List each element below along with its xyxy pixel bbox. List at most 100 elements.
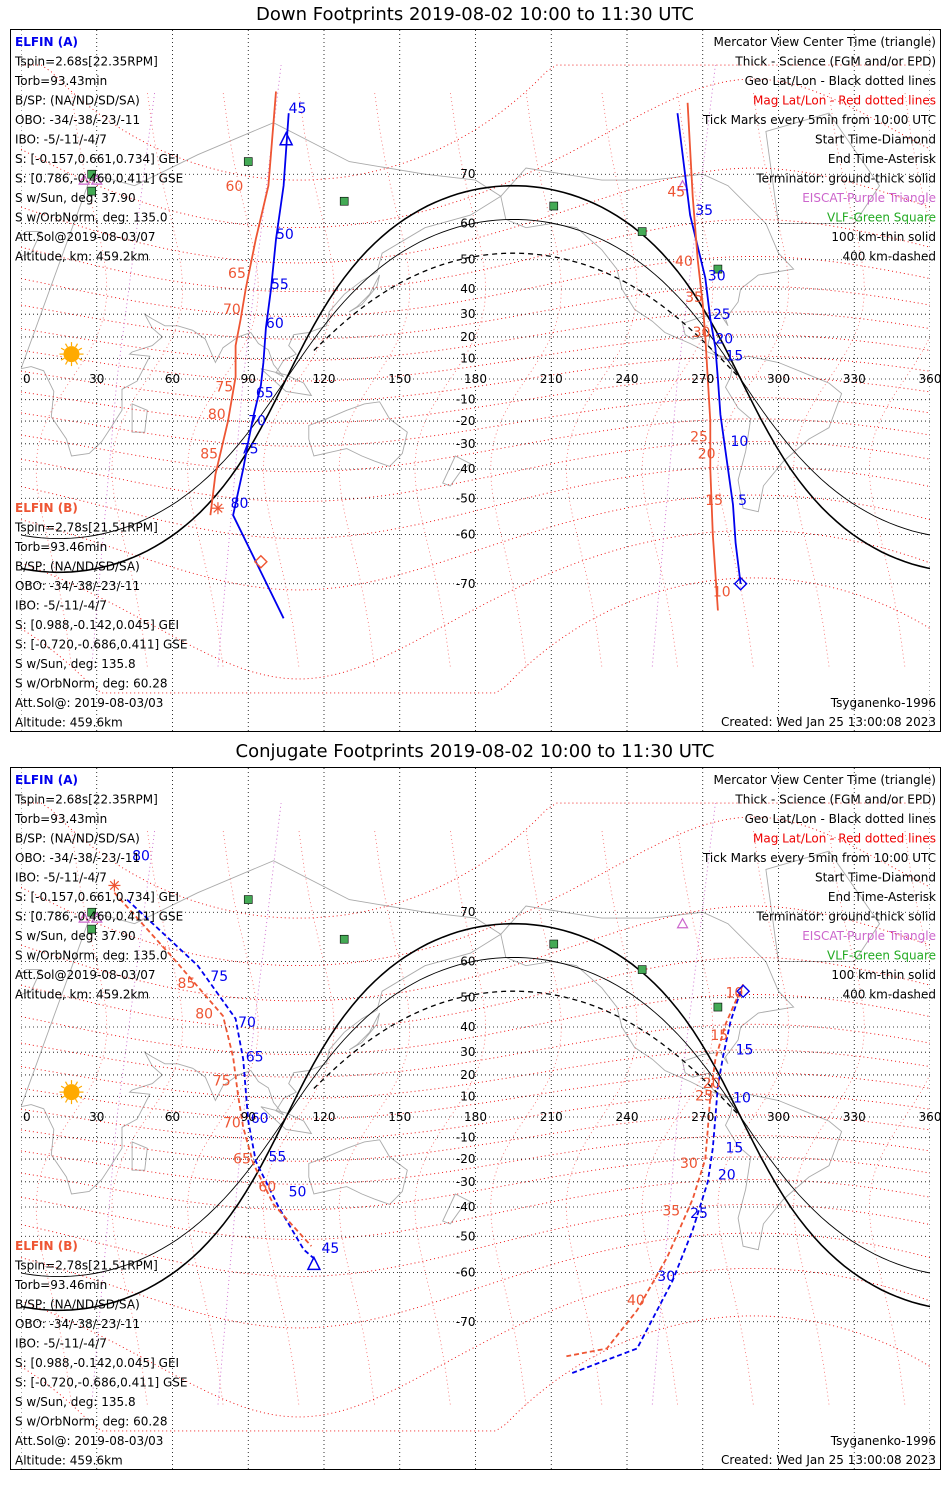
legend-line: Mag Lat/Lon - Red dotted lines	[753, 832, 936, 846]
elfin-b-info-line: Att.Sol@: 2019-08-03/03	[15, 696, 163, 710]
mag-lon-line	[187, 829, 259, 1405]
start-diamond	[253, 554, 268, 569]
elfin-b-info-line: Torb=93.46min	[14, 1278, 107, 1292]
mag-lon-line	[641, 91, 714, 667]
x-tick-label: 90	[241, 372, 256, 386]
elfin-a-info-line: B/SP: (NA/ND/SD/SA)	[15, 832, 140, 846]
track-tick-label: 80	[231, 496, 249, 512]
mag-lon-line	[262, 829, 335, 1405]
elfin-a-info-line: Att.Sol@2019-08-03/07	[15, 968, 156, 982]
eiscat-triangle	[78, 911, 91, 923]
terminator-100km	[21, 956, 930, 1278]
y-tick-label: 40	[460, 1020, 475, 1034]
track-tick-label: 35	[685, 290, 703, 306]
elfin-a-info-line: IBO: -5/-11/-4/7	[15, 133, 107, 147]
track-tick-label: 15	[705, 493, 723, 509]
elfin-a-info-line: Tspin=2.68s[22.35RPM]	[14, 793, 158, 807]
eiscat-meridian	[217, 65, 282, 667]
mag-lon-line	[717, 829, 790, 1405]
eiscat-meridian	[651, 803, 716, 1405]
coastline	[21, 122, 502, 457]
mag-lat-line	[21, 64, 930, 181]
track-tick-label: 75	[210, 969, 228, 985]
x-tick-label: 270	[691, 372, 714, 386]
elfin-b-info-line: S: [0.988,-0.142,0.045] GEI	[15, 1356, 179, 1370]
created-label: Created: Wed Jan 25 13:00:08 2023	[721, 715, 936, 729]
track-tick-label: 70	[223, 302, 241, 318]
track-tick-label: 40	[627, 1293, 645, 1309]
mag-lat-line	[21, 1049, 930, 1099]
y-tick-label: 70	[460, 167, 475, 181]
elfin-b-info-line: ELFIN (B)	[15, 1239, 78, 1253]
footprint-track	[571, 990, 742, 1375]
legend-line: Start Time-Diamond	[815, 871, 936, 885]
mag-lon-line	[490, 829, 562, 1405]
track-tick-label: 75	[213, 1074, 231, 1090]
eiscat-triangle	[676, 917, 689, 929]
legend-line: Start Time-Diamond	[815, 133, 936, 147]
x-tick-label: 30	[89, 1110, 104, 1124]
y-tick-label: -20	[456, 1152, 476, 1166]
eiscat-triangle	[676, 179, 689, 191]
legend-line: Terminator: ground-thick solid	[755, 172, 936, 186]
elfin-b-info-line: ELFIN (B)	[15, 501, 78, 515]
track-tick-label: 30	[693, 325, 711, 341]
legend-line: End Time-Asterisk	[828, 890, 936, 904]
mag-lat-line	[21, 218, 930, 293]
eiscat-meridian	[91, 91, 156, 667]
x-tick-label: 360	[919, 372, 940, 386]
center-triangle	[306, 1255, 322, 1271]
created-label: Created: Wed Jan 25 13:00:08 2023	[721, 1453, 936, 1467]
track-tick-label: 15	[725, 348, 743, 364]
mag-lat-line	[21, 418, 930, 473]
coastline	[442, 455, 472, 487]
legend-line: Thick - Science (FGM and/or EPD)	[734, 55, 936, 69]
track-tick-label: 25	[695, 1088, 713, 1104]
y-tick-label: -50	[456, 491, 476, 505]
y-tick-label: 30	[460, 1045, 475, 1059]
x-tick-label: 300	[767, 1110, 790, 1124]
track-tick-label: 60	[266, 316, 284, 332]
track-tick-label: 85	[200, 447, 218, 463]
track-tick-label: 10	[733, 1091, 751, 1107]
model-label: Tsyganenko-1996	[830, 1434, 936, 1448]
coastline	[765, 112, 881, 225]
elfin-a-info-line: S w/OrbNorm, deg: 135.0	[15, 949, 167, 963]
elfin-a-info-line: S w/OrbNorm, deg: 135.0	[15, 211, 167, 225]
eiscat-triangle	[78, 173, 91, 185]
y-tick-label: 40	[460, 282, 475, 296]
footprint-track	[686, 102, 719, 611]
elfin-a-info-line: OBO: -34/-38/-23/-11	[15, 113, 140, 127]
y-tick-label: 10	[460, 351, 475, 365]
vlf-square	[243, 157, 253, 166]
mag-lon-line	[868, 91, 930, 667]
elfin-a-info-line: B/SP: (NA/ND/SD/SA)	[15, 94, 140, 108]
track-tick-label: 60	[258, 1180, 276, 1196]
legend-line: Tick Marks every 5min from 10:00 UTC	[702, 113, 936, 127]
track-tick-label: 15	[710, 1028, 728, 1044]
elfin-b-info-line: S: [-0.720,-0.686,0.411] GSE	[15, 638, 188, 652]
legend-line: Terminator: ground-thick solid	[755, 910, 936, 924]
mag-lat-line	[21, 529, 930, 680]
track-tick-label: 50	[276, 227, 294, 243]
mag-lat-line	[21, 78, 930, 229]
coastline	[442, 1193, 472, 1225]
mag-lon-line	[793, 829, 865, 1405]
x-tick-label: 300	[767, 372, 790, 386]
mag-lon-line	[490, 91, 562, 667]
track-tick-label: 25	[690, 1206, 708, 1222]
elfin-b-info-line: S: [0.988,-0.142,0.045] GEI	[15, 618, 179, 632]
legend-line: 400 km-dashed	[842, 988, 936, 1002]
legend-line: 100 km-thin solid	[831, 968, 936, 982]
track-tick-label: 15	[736, 1043, 754, 1059]
elfin-a-info-line: S: [0.786,-0.460,0.411] GSE	[15, 910, 183, 924]
mag-lat-line	[21, 167, 930, 264]
y-tick-label: -40	[456, 1200, 476, 1214]
track-tick-label: 60	[251, 1111, 269, 1127]
coastline	[131, 403, 148, 433]
elfin-a-info-line: OBO: -34/-38/-23/-11	[15, 851, 140, 865]
y-tick-label: 50	[460, 253, 475, 267]
vlf-square	[87, 186, 96, 196]
x-tick-label: 150	[388, 1110, 411, 1124]
track-tick-label: 75	[215, 379, 233, 395]
